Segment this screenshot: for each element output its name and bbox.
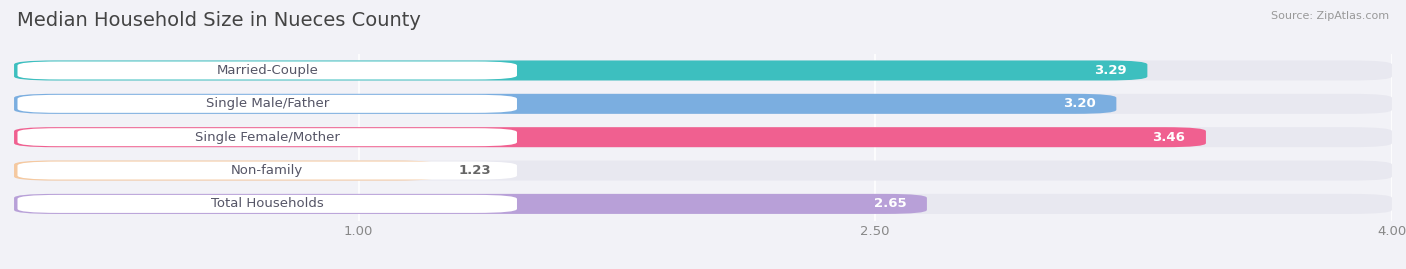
FancyBboxPatch shape bbox=[14, 161, 1392, 180]
Text: 3.46: 3.46 bbox=[1153, 131, 1185, 144]
Text: Source: ZipAtlas.com: Source: ZipAtlas.com bbox=[1271, 11, 1389, 21]
Text: Median Household Size in Nueces County: Median Household Size in Nueces County bbox=[17, 11, 420, 30]
Text: Non-family: Non-family bbox=[231, 164, 304, 177]
FancyBboxPatch shape bbox=[17, 162, 517, 179]
Text: 1.23: 1.23 bbox=[458, 164, 491, 177]
FancyBboxPatch shape bbox=[14, 194, 1392, 214]
Text: Single Female/Mother: Single Female/Mother bbox=[195, 131, 340, 144]
FancyBboxPatch shape bbox=[14, 61, 1147, 80]
FancyBboxPatch shape bbox=[14, 161, 437, 180]
FancyBboxPatch shape bbox=[14, 127, 1392, 147]
Text: 3.20: 3.20 bbox=[1063, 97, 1095, 110]
Text: 3.29: 3.29 bbox=[1094, 64, 1126, 77]
FancyBboxPatch shape bbox=[17, 95, 517, 113]
FancyBboxPatch shape bbox=[17, 62, 517, 79]
Text: Single Male/Father: Single Male/Father bbox=[205, 97, 329, 110]
Text: Total Households: Total Households bbox=[211, 197, 323, 210]
FancyBboxPatch shape bbox=[17, 195, 517, 213]
FancyBboxPatch shape bbox=[14, 194, 927, 214]
FancyBboxPatch shape bbox=[14, 61, 1392, 80]
FancyBboxPatch shape bbox=[14, 94, 1116, 114]
FancyBboxPatch shape bbox=[14, 127, 1206, 147]
FancyBboxPatch shape bbox=[14, 94, 1392, 114]
Text: Married-Couple: Married-Couple bbox=[217, 64, 318, 77]
Text: 2.65: 2.65 bbox=[873, 197, 907, 210]
FancyBboxPatch shape bbox=[17, 128, 517, 146]
